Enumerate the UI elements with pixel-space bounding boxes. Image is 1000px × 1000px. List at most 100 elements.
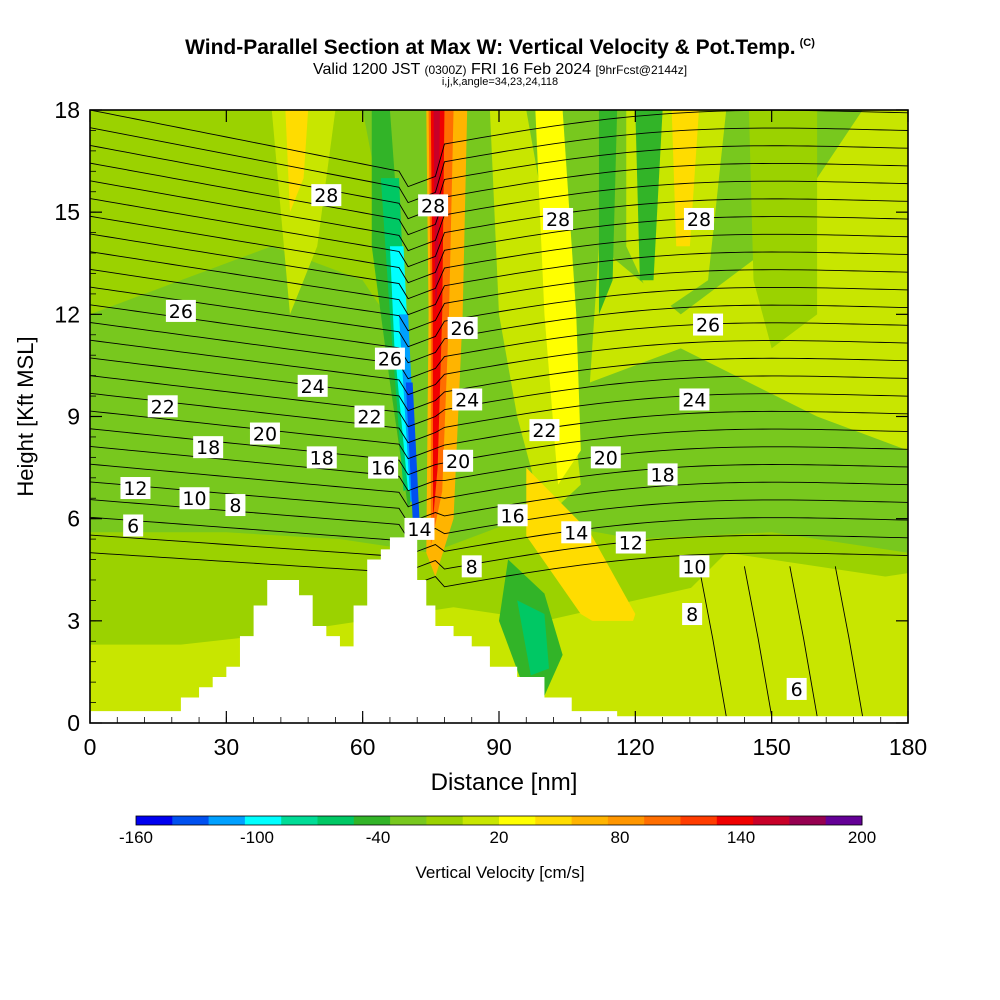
colorbar-swatch — [535, 816, 573, 825]
y-tick-label: 15 — [54, 199, 80, 225]
x-tick-label: 60 — [350, 734, 376, 760]
theta-contour-label: 26 — [693, 313, 724, 337]
colorbar-swatch — [353, 816, 391, 825]
colorbar-tick-label: -160 — [119, 828, 153, 847]
theta-contour-label: 8 — [461, 555, 482, 578]
svg-text:10: 10 — [182, 488, 206, 510]
svg-text:20: 20 — [594, 447, 618, 469]
svg-text:8: 8 — [686, 604, 698, 626]
theta-contour-label: 28 — [543, 207, 574, 231]
theta-contour-label: 6 — [123, 514, 144, 537]
svg-text:22: 22 — [532, 420, 556, 442]
x-tick-label: 120 — [616, 734, 654, 760]
valid-date: FRI 16 Feb 2024 — [470, 61, 592, 78]
svg-text:16: 16 — [371, 458, 395, 480]
colorbar-frame — [135, 815, 863, 826]
y-tick-label: 12 — [54, 301, 80, 327]
y-tick-label: 3 — [67, 608, 80, 634]
theta-contour-label: 14 — [404, 517, 435, 541]
colorbar-swatch — [390, 816, 427, 825]
svg-text:10: 10 — [682, 556, 706, 578]
x-tick-label: 30 — [214, 734, 240, 760]
theta-contour-label: 20 — [443, 449, 474, 473]
svg-text:8: 8 — [466, 556, 478, 578]
vertical-velocity-field — [90, 110, 908, 723]
svg-text:12: 12 — [619, 533, 643, 555]
theta-contour-label: 18 — [647, 463, 678, 486]
theta-contour-label: 22 — [147, 395, 178, 418]
svg-text:18: 18 — [196, 437, 220, 459]
colorbar-tick-label: -40 — [366, 828, 391, 847]
theta-contour-label: 26 — [447, 316, 478, 340]
x-tick-label: 90 — [486, 734, 512, 760]
svg-text:28: 28 — [687, 209, 711, 231]
theta-contour-label: 8 — [225, 494, 246, 517]
colorbar-swatch — [426, 816, 464, 825]
theta-contour-label: 22 — [529, 419, 560, 442]
svg-text:26: 26 — [169, 301, 193, 323]
x-tick-label: 0 — [84, 734, 97, 760]
colorbar-tick-label: 80 — [611, 828, 630, 847]
colorbar-tick-label: 140 — [727, 828, 755, 847]
colorbar-swatch — [499, 816, 536, 825]
theta-contour-label: 12 — [120, 477, 151, 500]
theta-contour-label: 22 — [354, 405, 385, 429]
colorbar-swatch — [789, 816, 827, 825]
svg-text:24: 24 — [682, 389, 706, 411]
svg-text:26: 26 — [378, 349, 402, 371]
svg-text:18: 18 — [310, 447, 334, 469]
terrain-mask — [90, 537, 908, 723]
colorbar-tick-label: -100 — [240, 828, 274, 847]
theta-contour-label: 28 — [418, 194, 449, 217]
y-axis-label: Height [Kft MSL] — [13, 336, 38, 496]
theta-contour-label: 12 — [615, 531, 646, 555]
chart-title: Wind-Parallel Section at Max W: Vertical… — [0, 36, 1000, 60]
colorbar-swatch — [208, 816, 246, 825]
colorbar-swatch — [281, 816, 318, 825]
svg-text:14: 14 — [564, 522, 588, 544]
theta-contour-label: 24 — [679, 388, 710, 411]
theta-contour-label: 20 — [249, 422, 280, 446]
theta-contour-label: 24 — [452, 388, 483, 411]
theta-contour-label: 28 — [683, 207, 714, 231]
svg-text:12: 12 — [123, 478, 147, 500]
theta-contour-label: 28 — [311, 184, 342, 207]
forecast-info: [9hrFcst@2144z] — [595, 63, 688, 77]
colorbar-swatch — [244, 816, 282, 825]
svg-text:28: 28 — [421, 195, 445, 217]
svg-text:22: 22 — [357, 407, 381, 429]
colorbar-swatch — [644, 816, 681, 825]
colorbar-swatch — [172, 816, 210, 825]
svg-text:20: 20 — [253, 424, 277, 446]
valid-time-utc: (0300Z) — [424, 63, 467, 77]
y-tick-label: 18 — [54, 97, 80, 123]
y-tick-label: 6 — [67, 506, 80, 532]
potential-temperature-contours — [90, 110, 908, 717]
colorbar-swatch — [462, 816, 500, 825]
colorbar-swatch — [753, 816, 790, 825]
y-tick-label: 9 — [67, 404, 80, 430]
theta-contour-label: 18 — [306, 446, 337, 469]
svg-text:6: 6 — [791, 679, 803, 701]
theta-contour-label: 10 — [679, 555, 710, 578]
theta-contour-label: 8 — [682, 603, 703, 626]
theta-contour-label: 24 — [297, 374, 328, 398]
theta-contour-label: 10 — [179, 487, 210, 510]
colorbar-swatch — [571, 816, 609, 825]
svg-text:28: 28 — [546, 209, 570, 231]
colorbar-tick-label: 200 — [848, 828, 876, 847]
svg-text:28: 28 — [314, 185, 338, 207]
colorbar-tick-label: 20 — [490, 828, 509, 847]
grid-indices: i,j,k,angle=34,23,24,118 — [441, 76, 559, 88]
chart-title-main: Wind-Parallel Section at Max W: Vertical… — [185, 36, 796, 59]
theta-contour-label: 14 — [561, 521, 592, 544]
colorbar-label: Vertical Velocity [cm/s] — [415, 863, 585, 882]
chart-subtitle: Valid 1200 JST (0300Z) FRI 16 Feb 2024 [… — [0, 61, 1000, 79]
valid-time: Valid 1200 JST — [312, 61, 420, 78]
theta-contour-label: 16 — [368, 456, 399, 480]
theta-contour-label: 26 — [374, 347, 405, 371]
svg-text:20: 20 — [446, 451, 470, 473]
x-tick-label: 150 — [752, 734, 790, 760]
colorbar-swatch — [716, 816, 754, 825]
